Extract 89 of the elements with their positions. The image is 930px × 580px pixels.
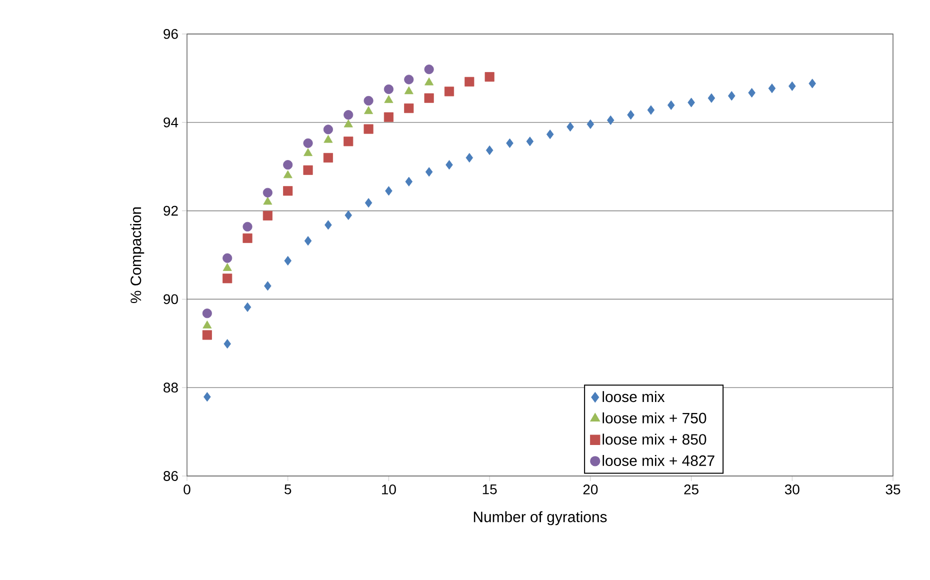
x-tick-label: 25: [684, 484, 698, 494]
point: [224, 339, 231, 349]
point: [384, 112, 394, 122]
point: [688, 98, 695, 108]
y-tick-label: 94: [164, 117, 178, 128]
point: [424, 64, 434, 74]
point: [324, 220, 332, 230]
y-tick-label: 96: [164, 29, 178, 39]
point: [262, 188, 272, 198]
x-tick-label: 0: [184, 484, 190, 494]
point: [323, 152, 333, 163]
legend-label: loose mix + 850: [602, 434, 706, 445]
point: [708, 93, 716, 103]
point: [284, 256, 292, 266]
point: [546, 130, 554, 140]
point: [323, 124, 333, 134]
point: [364, 124, 374, 134]
point: [526, 136, 534, 146]
point: [788, 81, 796, 91]
point: [204, 392, 211, 402]
point: [424, 93, 434, 103]
x-tick-label: 20: [583, 484, 598, 494]
point: [244, 302, 252, 312]
point: [627, 110, 634, 120]
legend-label: loose mix + 4827: [602, 454, 714, 466]
point: [606, 115, 614, 125]
point: [263, 196, 272, 205]
point: [364, 198, 372, 208]
point: [324, 134, 333, 143]
point: [304, 148, 313, 156]
point: [404, 74, 414, 84]
point: [384, 95, 394, 103]
x-axis-title: Number of gyrations: [474, 511, 607, 526]
y-tick-label: 86: [164, 471, 178, 481]
y-tick-label: 92: [164, 206, 178, 216]
legend-label: loose mix: [602, 391, 665, 402]
point: [768, 84, 776, 94]
x-tick-label: 5: [284, 484, 292, 494]
point: [404, 103, 414, 114]
x-tick-label: 10: [382, 484, 396, 494]
point: [364, 96, 374, 106]
point: [242, 222, 252, 232]
x-tick-label: 30: [784, 484, 800, 494]
point: [264, 281, 272, 291]
point: [464, 76, 474, 87]
point: [242, 233, 252, 243]
point: [405, 176, 413, 186]
point: [364, 106, 374, 114]
y-axis-title: % Compaction: [130, 207, 144, 304]
point: [222, 263, 232, 271]
point: [344, 119, 353, 128]
point: [566, 122, 574, 132]
point: [222, 274, 232, 284]
point: [424, 77, 434, 86]
point: [344, 136, 354, 146]
legend-label: loose mix + 750: [602, 412, 706, 424]
point: [404, 86, 414, 94]
point: [484, 72, 494, 82]
point: [202, 330, 212, 340]
point: [303, 165, 313, 175]
point: [262, 210, 272, 220]
point: [446, 160, 453, 170]
point: [466, 152, 474, 163]
point: [385, 186, 392, 196]
point: [506, 138, 514, 148]
point: [283, 160, 293, 170]
y-tick-label: 88: [164, 382, 178, 393]
point: [748, 88, 756, 98]
point: [647, 105, 655, 115]
point: [304, 236, 312, 246]
y-tick-label: 90: [164, 294, 178, 304]
point: [667, 100, 675, 110]
point: [808, 78, 816, 88]
point: [384, 84, 394, 94]
point: [728, 91, 736, 101]
point: [303, 138, 313, 148]
point: [444, 86, 454, 96]
x-tick-label: 15: [482, 484, 497, 494]
point: [344, 210, 352, 220]
point: [202, 320, 212, 328]
point: [202, 308, 212, 318]
point: [425, 167, 433, 177]
x-tick-label: 35: [886, 484, 900, 494]
point: [283, 170, 292, 178]
point: [222, 253, 232, 263]
point: [283, 186, 293, 196]
point: [586, 119, 594, 129]
point: [344, 110, 354, 120]
point: [486, 145, 494, 156]
